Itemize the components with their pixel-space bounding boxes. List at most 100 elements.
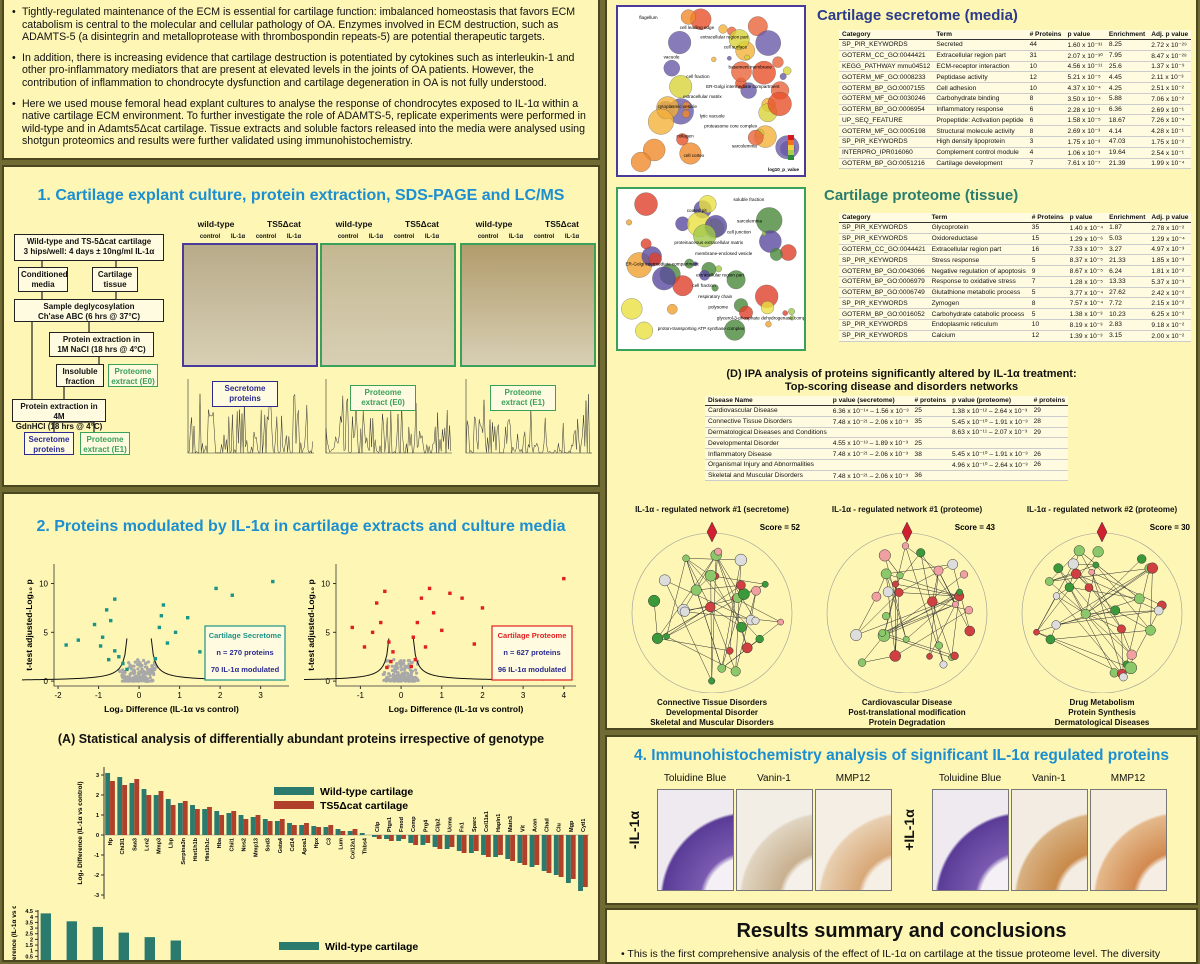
category-label: Thbs4 bbox=[363, 837, 369, 854]
network-node bbox=[1046, 635, 1055, 644]
x-tick-label: 2 bbox=[480, 691, 485, 700]
table-cell: 7.48 x 10⁻²¹ – 2.06 x 10⁻³ bbox=[830, 449, 912, 460]
network-node bbox=[1071, 569, 1081, 579]
background-point bbox=[149, 668, 152, 671]
background-point bbox=[144, 662, 147, 665]
data-point bbox=[383, 590, 386, 593]
bar bbox=[323, 827, 328, 835]
table-cell: 7.48 x 10⁻²¹ – 2.06 x 10⁻³ bbox=[830, 470, 912, 481]
bar bbox=[219, 815, 224, 835]
bar bbox=[401, 835, 406, 839]
table-cell: 2.51 x 10⁻² bbox=[1148, 83, 1191, 94]
table-cell bbox=[1031, 470, 1069, 481]
category-label: Hp bbox=[108, 837, 114, 845]
table-cell: Cardiovascular Disease bbox=[705, 406, 830, 417]
network-title: IL-1α - regulated network #1 (proteome) bbox=[812, 505, 1002, 514]
go-term-label: extracellular region part bbox=[696, 272, 745, 277]
table-cell: 10 bbox=[1029, 320, 1067, 331]
category-label: Serpina3n bbox=[181, 837, 187, 864]
table-header: # proteins bbox=[912, 396, 950, 406]
network-caption: Protein Degradation bbox=[812, 718, 1002, 728]
go-term-label: cell fraction bbox=[692, 283, 716, 288]
network-node bbox=[726, 647, 733, 654]
data-point bbox=[414, 658, 417, 661]
stain-label: Toluidine Blue bbox=[655, 773, 735, 784]
table-header: p value (secretome) bbox=[830, 396, 912, 406]
go-term-label: basement membrane bbox=[729, 64, 773, 69]
y-tick-label: 3.5 bbox=[25, 920, 33, 926]
y-tick-label: 4.5 bbox=[25, 909, 33, 915]
bar bbox=[559, 835, 564, 877]
network-node bbox=[965, 606, 973, 614]
legend-text: 96 IL-1α modulated bbox=[498, 665, 567, 674]
section-2: 2. Proteins modulated by IL-1α in cartil… bbox=[2, 492, 600, 962]
bar bbox=[498, 835, 503, 855]
legend-swatch bbox=[274, 787, 314, 795]
table-cell: 6.25 x 10⁻² bbox=[1148, 309, 1191, 320]
network-caption: Developmental Disorder bbox=[617, 708, 807, 718]
stain-label: MMP12 bbox=[813, 773, 893, 784]
table-cell: GOTERM_MF_GO:0008233 bbox=[839, 72, 933, 83]
threshold-curve bbox=[304, 638, 389, 680]
go-term-bubble bbox=[682, 110, 690, 118]
background-point bbox=[383, 673, 386, 676]
table-cell: Complement control module bbox=[933, 147, 1026, 158]
gel-lane-label: IL-1α bbox=[224, 234, 252, 240]
bar bbox=[340, 831, 345, 835]
data-point bbox=[64, 643, 67, 646]
table-cell: SP_PIR_KEYWORDS bbox=[839, 255, 929, 266]
network-graph: Score = 43 bbox=[815, 518, 1000, 693]
go-term-bubble bbox=[668, 31, 691, 54]
table-cell: GOTERM_MF_GO:0005198 bbox=[839, 126, 933, 137]
bar bbox=[275, 821, 280, 835]
background-point bbox=[392, 658, 395, 661]
network-edge bbox=[730, 598, 735, 651]
background-point bbox=[137, 660, 140, 663]
ipa-title: (D) IPA analysis of proteins significant… bbox=[607, 368, 1196, 394]
go-term-bubble bbox=[761, 301, 774, 314]
table-cell: SP_PIR_KEYWORDS bbox=[839, 137, 933, 148]
background-point bbox=[385, 678, 388, 681]
bar bbox=[171, 941, 181, 962]
table-cell: Propeptide: Activation peptide bbox=[933, 115, 1026, 126]
bar bbox=[316, 827, 321, 835]
table-cell: 5.21 x 10⁻⁵ bbox=[1064, 72, 1105, 83]
data-point bbox=[174, 631, 177, 634]
table-cell: 7 bbox=[1027, 158, 1065, 169]
legend-text: n = 627 proteins bbox=[503, 648, 560, 657]
network-node bbox=[778, 619, 784, 625]
data-point bbox=[375, 601, 378, 604]
bar bbox=[530, 835, 535, 867]
table-cell: 7.57 x 10⁻⁴ bbox=[1067, 298, 1106, 309]
table-header: Term bbox=[929, 213, 1029, 223]
table-cell: Developmental Disorder bbox=[705, 438, 830, 449]
go-term-bubble bbox=[648, 109, 674, 135]
table-cell: 5.37 x 10⁻³ bbox=[1148, 276, 1191, 287]
category-label: Sod3 bbox=[266, 838, 272, 851]
network-node bbox=[1068, 559, 1079, 570]
table-cell: 27.62 bbox=[1106, 287, 1148, 298]
table-cell: 3.50 x 10⁻⁴ bbox=[1064, 93, 1105, 104]
bar bbox=[408, 835, 413, 843]
stain-label: MMP12 bbox=[1088, 773, 1168, 784]
colorbar bbox=[788, 140, 794, 145]
bar bbox=[93, 927, 103, 962]
bar bbox=[154, 795, 159, 835]
bar bbox=[142, 789, 147, 835]
x-tick-label: 1 bbox=[440, 691, 445, 700]
network-hub bbox=[902, 522, 912, 542]
network-node bbox=[858, 659, 866, 667]
colorbar bbox=[788, 150, 794, 155]
table-cell: 2.00 x 10⁻² bbox=[1148, 330, 1191, 341]
table-header: p value bbox=[1067, 213, 1106, 223]
background-point bbox=[392, 674, 395, 677]
data-point bbox=[101, 636, 104, 639]
network-node bbox=[892, 581, 898, 587]
category-label: Gsta4 bbox=[278, 837, 284, 853]
table-cell: 9 bbox=[1029, 266, 1067, 277]
y-tick-label: 0 bbox=[30, 960, 33, 962]
